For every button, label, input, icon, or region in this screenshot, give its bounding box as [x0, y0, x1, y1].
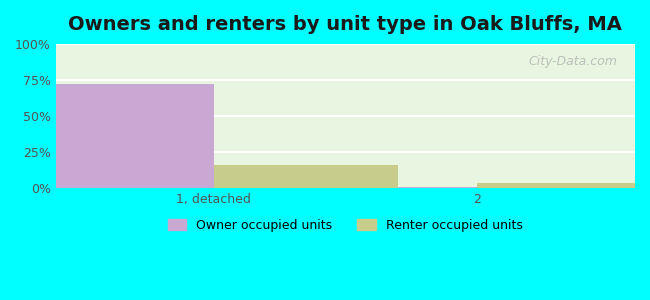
Title: Owners and renters by unit type in Oak Bluffs, MA: Owners and renters by unit type in Oak B…	[68, 15, 622, 34]
Text: City-Data.com: City-Data.com	[528, 56, 618, 68]
Bar	[214, 165, 398, 188]
Bar	[477, 183, 650, 188]
Bar	[292, 187, 477, 188]
Legend: Owner occupied units, Renter occupied units: Owner occupied units, Renter occupied un…	[162, 214, 528, 237]
Bar	[29, 84, 214, 188]
